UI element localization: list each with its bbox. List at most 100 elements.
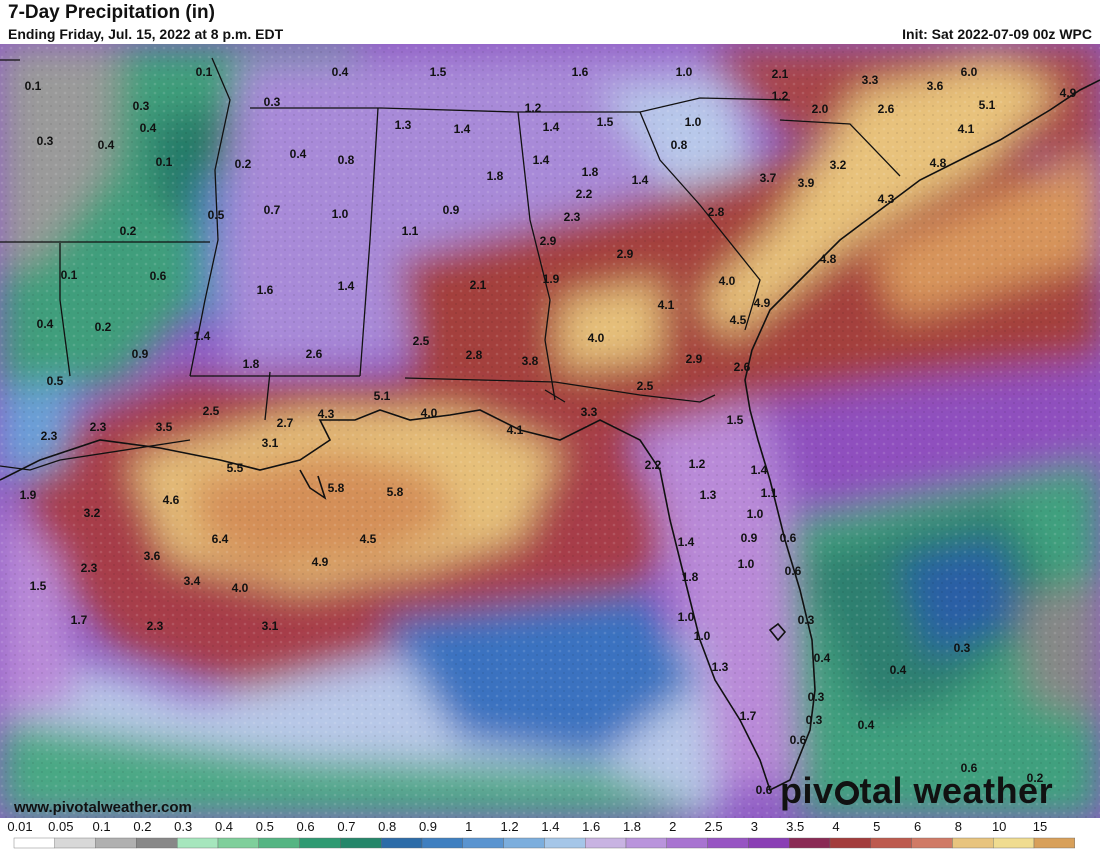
map-subtitle: Ending Friday, Jul. 15, 2022 at 8 p.m. E… bbox=[8, 26, 284, 42]
legend-swatch bbox=[54, 837, 96, 849]
precip-value-label: 5.5 bbox=[227, 461, 244, 475]
precip-value-label: 0.9 bbox=[132, 347, 149, 361]
precip-value-label: 1.3 bbox=[395, 118, 412, 132]
precip-value-label: 1.4 bbox=[338, 279, 355, 293]
legend-swatch bbox=[625, 837, 667, 849]
precip-value-label: 0.4 bbox=[890, 663, 907, 677]
precip-value-label: 4.1 bbox=[507, 423, 524, 437]
map-title: 7-Day Precipitation (in) bbox=[8, 2, 215, 23]
precip-value-label: 1.8 bbox=[487, 169, 504, 183]
precip-value-label: 3.8 bbox=[522, 354, 539, 368]
precip-value-label: 4.9 bbox=[1060, 86, 1077, 100]
precip-value-label: 1.9 bbox=[20, 488, 37, 502]
precip-value-label: 1.6 bbox=[257, 283, 274, 297]
precip-value-label: 2.2 bbox=[576, 187, 593, 201]
legend-label: 1.6 bbox=[582, 819, 600, 834]
legend-swatch bbox=[789, 837, 831, 849]
precip-value-label: 1.5 bbox=[727, 413, 744, 427]
legend-label: 0.8 bbox=[378, 819, 396, 834]
legend-label: 1 bbox=[465, 819, 472, 834]
legend-label: 0.7 bbox=[337, 819, 355, 834]
precip-value-label: 2.3 bbox=[90, 420, 107, 434]
precip-value-label: 6.0 bbox=[961, 65, 978, 79]
precip-value-label: 3.6 bbox=[927, 79, 944, 93]
precip-value-label: 0.3 bbox=[954, 641, 971, 655]
precip-value-label: 2.3 bbox=[564, 210, 581, 224]
legend-swatch bbox=[952, 837, 994, 849]
precip-value-label: 4.9 bbox=[754, 296, 771, 310]
precip-value-label: 1.4 bbox=[543, 120, 560, 134]
legend-swatch bbox=[544, 837, 586, 849]
precip-value-label: 1.8 bbox=[582, 165, 599, 179]
legend-label: 0.2 bbox=[133, 819, 151, 834]
legend-label: 5 bbox=[873, 819, 880, 834]
precip-value-label: 0.2 bbox=[235, 157, 252, 171]
precipitation-map[interactable]: 0.1 0.1 0.4 1.5 1.6 1.0 2.1 3.3 3.6 6.0 4.9 0.3 0.3 1… bbox=[0, 44, 1100, 818]
legend-label: 0.4 bbox=[215, 819, 233, 834]
precip-value-label: 0.4 bbox=[290, 147, 307, 161]
precip-value-label: 2.5 bbox=[413, 334, 430, 348]
legend-swatch bbox=[829, 837, 871, 849]
precip-value-label: 2.8 bbox=[708, 205, 725, 219]
precip-value-label: 2.1 bbox=[772, 67, 789, 81]
legend-swatch bbox=[136, 837, 178, 849]
legend-label: 2.5 bbox=[705, 819, 723, 834]
precip-value-label: 0.6 bbox=[785, 564, 802, 578]
precip-value-label: 3.1 bbox=[262, 619, 279, 633]
precip-value-label: 4.3 bbox=[878, 192, 895, 206]
precip-value-label: 1.0 bbox=[747, 507, 764, 521]
precip-value-label: 2.0 bbox=[812, 102, 829, 116]
legend-swatch bbox=[462, 837, 504, 849]
legend-label: 1.4 bbox=[541, 819, 559, 834]
legend-swatch bbox=[95, 837, 137, 849]
legend-label: 3 bbox=[751, 819, 758, 834]
precip-value-label: 5.8 bbox=[328, 481, 345, 495]
precip-value-label: 4.3 bbox=[318, 407, 335, 421]
precip-value-label: 4.6 bbox=[163, 493, 180, 507]
precip-value-label: 2.6 bbox=[306, 347, 323, 361]
legend-swatch bbox=[748, 837, 790, 849]
coastlines bbox=[0, 79, 1100, 792]
precip-value-label: 1.5 bbox=[30, 579, 47, 593]
precip-value-label: 1.8 bbox=[243, 357, 260, 371]
precip-value-label: 1.5 bbox=[430, 65, 447, 79]
precip-value-label: 2.3 bbox=[147, 619, 164, 633]
brand-logo: piv tal weather bbox=[780, 770, 1053, 812]
precip-value-label: 3.2 bbox=[830, 158, 847, 172]
precip-value-label: 0.6 bbox=[780, 531, 797, 545]
precip-value-label: 0.5 bbox=[208, 208, 225, 222]
precip-value-label: 4.5 bbox=[730, 313, 747, 327]
precip-value-label: 0.1 bbox=[61, 268, 78, 282]
precip-value-label: 0.2 bbox=[1027, 771, 1044, 785]
precip-value-label: 2.3 bbox=[81, 561, 98, 575]
legend-label: 2 bbox=[669, 819, 676, 834]
precip-value-label: 1.2 bbox=[772, 89, 789, 103]
legend-label: 8 bbox=[955, 819, 962, 834]
legend-label: 0.6 bbox=[297, 819, 315, 834]
legend-swatch bbox=[381, 837, 423, 849]
precip-value-label: 2.9 bbox=[686, 352, 703, 366]
precip-value-label: 1.2 bbox=[689, 457, 706, 471]
precip-value-label: 3.9 bbox=[798, 176, 815, 190]
precip-value-label: 2.6 bbox=[878, 102, 895, 116]
precip-value-label: 4.1 bbox=[658, 298, 675, 312]
legend-label: 1.8 bbox=[623, 819, 641, 834]
precip-value-label: 3.4 bbox=[184, 574, 201, 588]
website-text[interactable]: www.pivotalweather.com bbox=[13, 799, 192, 816]
legend-swatch bbox=[217, 837, 259, 849]
precip-value-label: 0.2 bbox=[95, 320, 112, 334]
precip-value-label: 2.8 bbox=[466, 348, 483, 362]
precip-value-label: 2.1 bbox=[470, 278, 487, 292]
precip-value-label: 5.1 bbox=[979, 98, 996, 112]
precip-value-label: 0.5 bbox=[47, 374, 64, 388]
precip-value-label: 0.9 bbox=[741, 531, 758, 545]
precip-value-label: 1.4 bbox=[194, 329, 211, 343]
precip-value-label: 3.3 bbox=[581, 405, 598, 419]
precip-value-label: 3.1 bbox=[262, 436, 279, 450]
precip-value-label: 1.4 bbox=[751, 463, 768, 477]
precip-value-label: 1.1 bbox=[402, 224, 419, 238]
precip-value-label: 1.6 bbox=[572, 65, 589, 79]
precip-value-label: 0.4 bbox=[332, 65, 349, 79]
precip-value-label: 5.1 bbox=[374, 389, 391, 403]
